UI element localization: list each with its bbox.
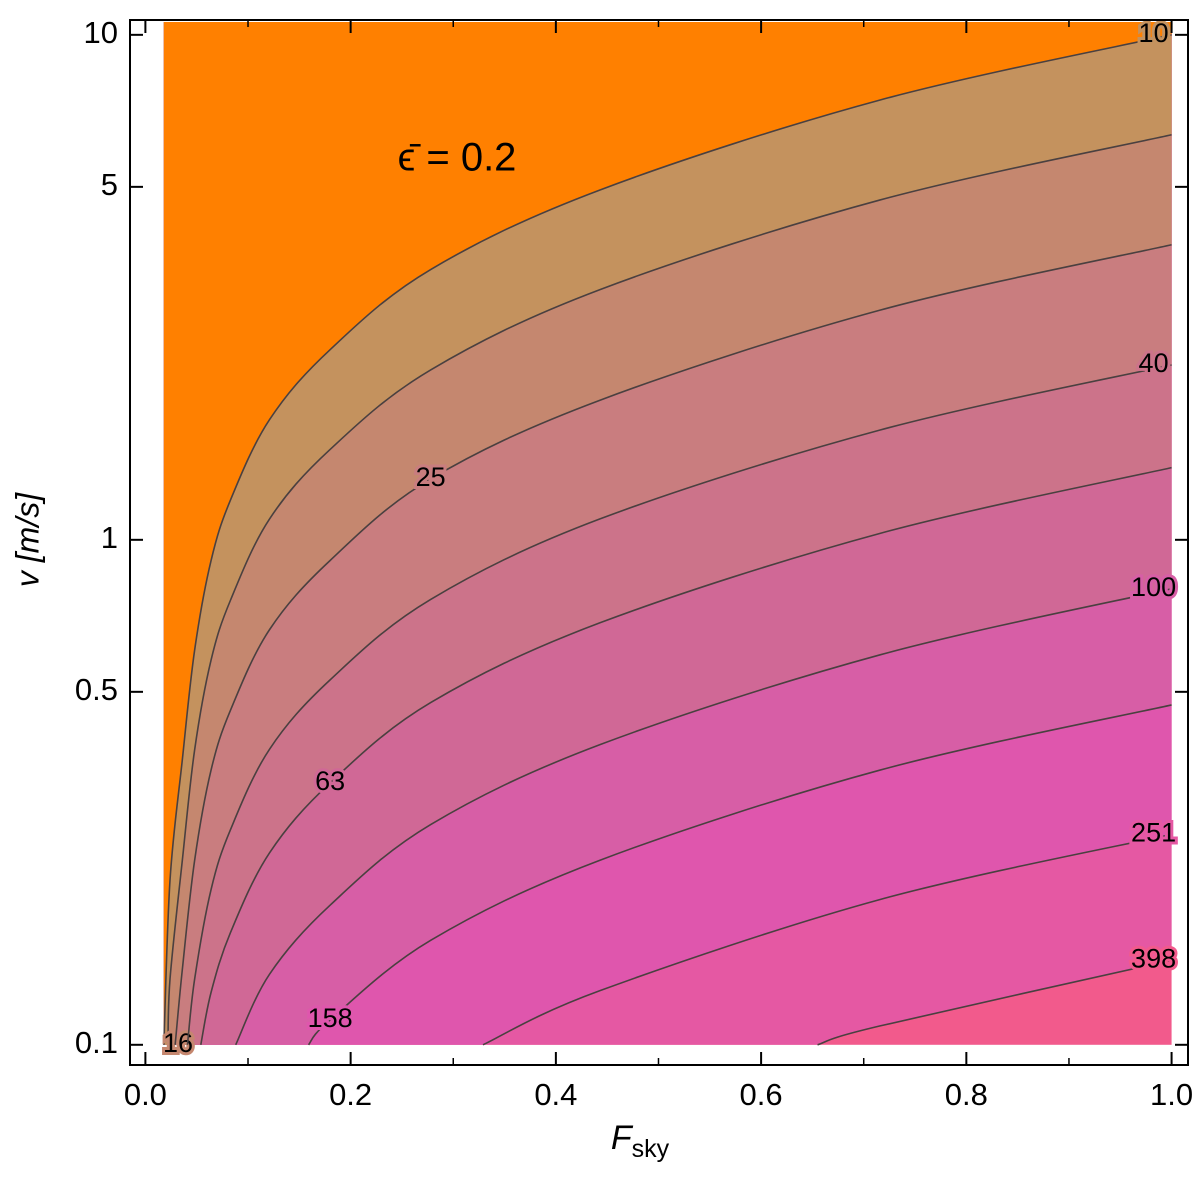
y-tick-label: 10 [84,15,118,50]
contour-label: 100 [1131,572,1176,602]
y-tick-label: 0.1 [75,1025,118,1060]
x-tick-label: 0.2 [329,1077,372,1112]
y-axis-label: v [m/s] [9,492,45,587]
contour-line [186,364,1172,1045]
contour-line [307,704,1172,1046]
contour-label: 16 [163,1028,193,1058]
contour-label: 63 [315,766,345,796]
frame [129,19,1189,1066]
contour-lines: 10 16 25 40 63 100 158 251 398 [160,15,1179,1061]
contour-label: 398 [1131,943,1176,973]
contour-label: 251 [1131,818,1176,848]
x-tick-label: 1.0 [1150,1077,1193,1112]
x-axis-label-subscript: sky [632,1135,670,1163]
x-tick-label: 0.8 [945,1077,988,1112]
x-tick-label: 0.4 [534,1077,577,1112]
x-tick-label: 0.6 [740,1077,783,1112]
contour-label: 40 [1139,348,1169,378]
x-axis-label-main: F [611,1119,634,1157]
contour-line [174,243,1172,1045]
x-axis-label: Fsky [611,1119,670,1163]
contour-line [167,133,1172,1045]
x-tick-label: 0.0 [124,1077,167,1112]
contour-label: 158 [308,1003,353,1033]
y-tick-label: 5 [101,167,118,202]
contour-line [482,833,1172,1046]
contour-label: 10 [1139,18,1169,48]
y-tick-label: 0.5 [75,672,118,707]
y-tick-label: 1 [101,520,118,555]
annotation: ϵ̄ = 0.2 [398,136,517,180]
contour-band [163,22,1172,1045]
contour-label: 25 [416,462,446,492]
contour-line [817,959,1172,1046]
contour-line [234,587,1172,1046]
contour-line [200,466,1172,1045]
bands [163,22,1172,1045]
contour-line [163,34,1172,1045]
